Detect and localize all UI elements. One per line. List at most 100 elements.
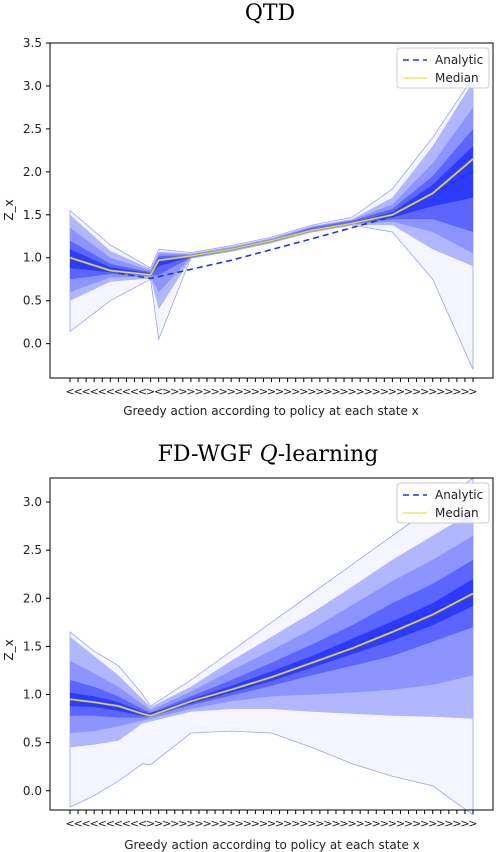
quantile-band-3 xyxy=(70,535,473,733)
x-tick-label: > xyxy=(146,817,155,830)
x-tick-label: > xyxy=(162,817,171,830)
x-tick-label: < xyxy=(138,385,147,398)
legend-label-analytic: Analytic xyxy=(435,488,483,502)
x-tick-label: < xyxy=(65,817,74,830)
x-tick-label: > xyxy=(202,385,211,398)
x-tick-label: < xyxy=(122,817,131,830)
x-tick-label: > xyxy=(170,385,179,398)
x-tick-label: > xyxy=(323,385,332,398)
x-tick-label: > xyxy=(315,817,324,830)
x-tick-label: > xyxy=(339,385,348,398)
x-tick-label: < xyxy=(130,385,139,398)
x-tick-label: > xyxy=(452,385,461,398)
x-tick-label: > xyxy=(396,385,405,398)
x-tick-label: < xyxy=(106,385,115,398)
quantile-band-4 xyxy=(70,128,473,280)
x-tick-label: > xyxy=(452,817,461,830)
x-tick-label: > xyxy=(219,817,228,830)
x-tick-label: < xyxy=(114,385,123,398)
legend: Analytic Median xyxy=(396,482,490,524)
x-tick-label: > xyxy=(146,385,155,398)
x-tick-label: > xyxy=(460,385,469,398)
x-tick-label: < xyxy=(90,817,99,830)
median-line xyxy=(69,158,474,276)
legend-label-median: Median xyxy=(435,71,479,85)
chart-2-x-axis-label: Greedy action according to policy at eac… xyxy=(124,838,420,852)
y-tick-label: 0.0 xyxy=(23,784,42,798)
chart-2-title: FD-WGF Q-learning xyxy=(158,442,379,467)
x-tick-label: > xyxy=(388,817,397,830)
x-tick-label: > xyxy=(380,385,389,398)
x-tick-label: < xyxy=(122,385,131,398)
chart-1-title: QTD xyxy=(245,1,295,26)
x-tick-label: > xyxy=(460,817,469,830)
chart-2-y-axis-label: Z_x xyxy=(2,639,16,660)
y-tick-label: 0.5 xyxy=(23,294,42,308)
x-tick-label: > xyxy=(291,817,300,830)
x-tick-label: > xyxy=(347,385,356,398)
y-tick-label: 0.5 xyxy=(23,736,42,750)
x-tick-label: > xyxy=(227,817,236,830)
x-tick-label: > xyxy=(388,385,397,398)
x-tick-label: > xyxy=(404,385,413,398)
x-tick-label: > xyxy=(243,385,252,398)
x-tick-label: < xyxy=(82,817,91,830)
x-tick-label: > xyxy=(412,817,421,830)
x-tick-label: > xyxy=(283,385,292,398)
x-tick-label: > xyxy=(194,385,203,398)
x-tick-label: > xyxy=(299,817,308,830)
y-tick-label: 1.5 xyxy=(23,208,42,222)
legend: Analytic Median xyxy=(396,47,490,89)
x-tick-label: < xyxy=(65,385,74,398)
x-tick-label: < xyxy=(73,817,82,830)
x-tick-label: > xyxy=(275,385,284,398)
x-tick-label: > xyxy=(162,385,171,398)
y-tick-label: 0.0 xyxy=(23,337,42,351)
x-tick-label: > xyxy=(186,817,195,830)
x-tick-label: > xyxy=(420,817,429,830)
x-tick-label: > xyxy=(219,385,228,398)
x-tick-label: > xyxy=(194,817,203,830)
x-tick-label: < xyxy=(90,385,99,398)
y-tick-label: 2.0 xyxy=(23,165,42,179)
x-tick-label: > xyxy=(227,385,236,398)
x-tick-label: < xyxy=(138,817,147,830)
y-tick-label: 3.0 xyxy=(23,79,42,93)
y-tick-label: 3.0 xyxy=(23,495,42,509)
legend-label-median: Median xyxy=(435,506,479,520)
x-tick-label: < xyxy=(106,817,115,830)
x-tick-label: > xyxy=(372,817,381,830)
x-tick-label: > xyxy=(267,817,276,830)
x-tick-label: > xyxy=(364,385,373,398)
x-tick-label: < xyxy=(82,385,91,398)
y-tick-label: 1.0 xyxy=(23,688,42,702)
x-tick-label: > xyxy=(428,817,437,830)
x-tick-label: > xyxy=(210,817,219,830)
quantile-band-1 xyxy=(69,76,474,370)
x-tick-label: > xyxy=(420,385,429,398)
chart-2-plot-area: 0.00.51.01.52.02.53.0<<<<<<<<<<>>>>>>>>>… xyxy=(23,477,494,830)
x-tick-label: > xyxy=(178,817,187,830)
x-tick-label: > xyxy=(315,385,324,398)
x-tick-label: > xyxy=(331,385,340,398)
x-tick-label: > xyxy=(428,385,437,398)
x-tick-label: > xyxy=(235,385,244,398)
x-tick-label: > xyxy=(154,817,163,830)
x-tick-label: > xyxy=(436,817,445,830)
legend-label-analytic: Analytic xyxy=(435,53,483,67)
x-tick-label: > xyxy=(347,817,356,830)
chart-1-plot-area: 0.00.51.01.52.02.53.03.5<<<<<<<<<<><>>>>… xyxy=(23,36,494,398)
x-tick-label: > xyxy=(412,385,421,398)
y-tick-label: 2.0 xyxy=(23,591,42,605)
chart-1-x-axis-label: Greedy action according to policy at eac… xyxy=(123,404,419,418)
x-tick-label: > xyxy=(307,817,316,830)
x-tick-label: > xyxy=(331,817,340,830)
x-tick-label: > xyxy=(468,385,477,398)
x-tick-label: > xyxy=(251,817,260,830)
x-tick-label: < xyxy=(98,385,107,398)
y-tick-label: 2.5 xyxy=(23,543,42,557)
x-tick-label: > xyxy=(267,385,276,398)
x-tick-label: > xyxy=(243,817,252,830)
x-tick-label: < xyxy=(114,817,123,830)
